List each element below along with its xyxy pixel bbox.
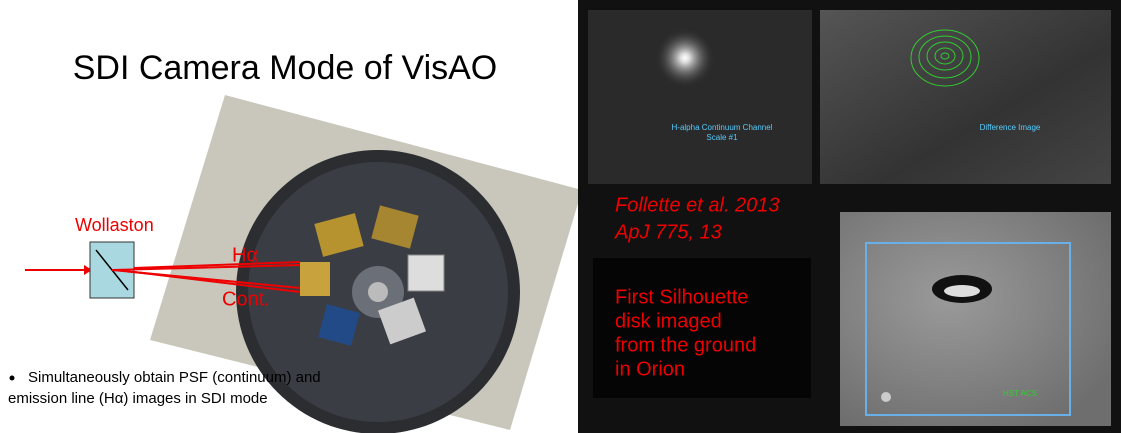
continuum-caption: H-alpha Continuum Channel	[672, 123, 773, 132]
highlight-text: disk imaged	[615, 310, 722, 332]
reference: Follette et al. 2013	[615, 194, 780, 216]
reference: ApJ 775, 13	[614, 221, 722, 243]
prism-label: Wollaston	[75, 215, 154, 235]
silhouette-center	[944, 285, 980, 297]
continuum-label: Cont.	[222, 288, 270, 310]
hst-caption: HST ACS	[1003, 389, 1037, 398]
halpha-label: Hα	[232, 244, 258, 266]
bullet-dot	[10, 376, 15, 381]
bullet-text: emission line (Hα) images in SDI mode	[8, 390, 268, 407]
difference-caption: Difference Image	[980, 123, 1041, 132]
highlight-text: from the ground	[615, 334, 756, 356]
continuum-caption: Scale #1	[706, 133, 738, 142]
highlight-text: First Silhouette	[615, 286, 748, 308]
bullet-text: Simultaneously obtain PSF (continuum) an…	[28, 369, 321, 386]
star	[881, 392, 891, 402]
highlight-text: in Orion	[615, 358, 685, 380]
psf-spot	[655, 28, 715, 88]
slide: SDI Camera Mode of VisAO Wollaston Hα Co…	[0, 0, 1121, 433]
title: SDI Camera Mode of VisAO	[73, 49, 498, 87]
